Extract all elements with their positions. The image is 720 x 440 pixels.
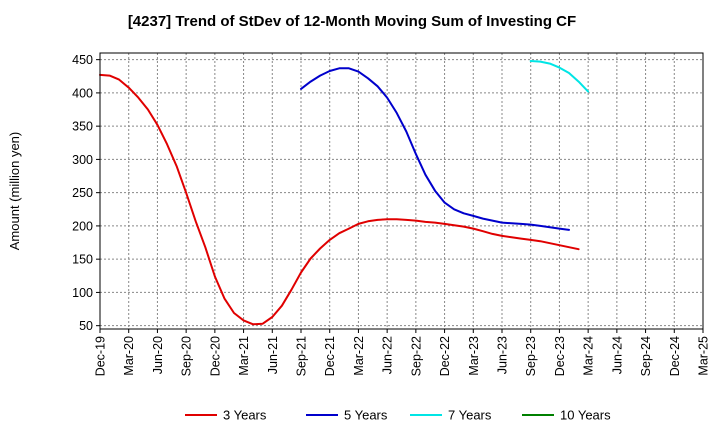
x-tick-label: Dec-23 <box>553 336 567 376</box>
x-tick-label: Jun-24 <box>610 336 624 374</box>
x-tick-label: Sep-20 <box>180 336 194 376</box>
x-tick-label: Jun-23 <box>496 336 510 374</box>
y-tick-label: 300 <box>72 153 93 167</box>
x-tick-label: Mar-22 <box>352 336 366 376</box>
x-tick-label: Dec-22 <box>438 336 452 376</box>
x-tick-label: Mar-24 <box>582 336 596 376</box>
x-tick-label: Dec-21 <box>323 336 337 376</box>
x-tick-label: Dec-20 <box>208 336 222 376</box>
x-tick-label: Sep-23 <box>524 336 538 376</box>
x-tick-label: Sep-22 <box>409 336 423 376</box>
series-line-7-years <box>529 60 590 93</box>
x-tick-label: Mar-21 <box>237 336 251 376</box>
series-line-5-years <box>300 67 570 231</box>
x-tick-label: Sep-21 <box>295 336 309 376</box>
x-tick-label: Jun-20 <box>151 336 165 374</box>
chart-title: [4237] Trend of StDev of 12-Month Moving… <box>128 13 576 30</box>
plot-frame <box>99 52 704 330</box>
y-tick-label: 200 <box>72 219 93 233</box>
y-tick-label: 50 <box>79 319 93 333</box>
y-tick-label: 100 <box>72 286 93 300</box>
y-axis-label: Amount (million yen) <box>7 132 22 251</box>
x-tick-label: Jun-22 <box>381 336 395 374</box>
legend-label-10-years: 10 Years <box>560 408 611 423</box>
legend-label-7-years: 7 Years <box>448 408 492 423</box>
y-tick-label: 400 <box>72 86 93 100</box>
plot-lines <box>99 60 590 326</box>
legend: 3 Years 5 Years 7 Years 10 Years <box>185 408 611 423</box>
series-line-3-years <box>99 73 580 326</box>
y-tick-label: 250 <box>72 186 93 200</box>
legend-label-3-years: 3 Years <box>223 408 267 423</box>
y-tick-label: 450 <box>72 53 93 67</box>
y-tick-label: 150 <box>72 253 93 267</box>
x-tick-label: Jun-21 <box>266 336 280 374</box>
x-tick-label: Dec-24 <box>668 336 682 376</box>
x-axis-ticks: Dec-19 Mar-20 Jun-20 Sep-20 Dec-20 Mar-21 Jun-… <box>94 329 711 376</box>
y-axis-ticks: 50 100 150 200 250 300 350 400 450 <box>72 53 100 333</box>
x-tick-label: Sep-24 <box>639 336 653 376</box>
legend-label-5-years: 5 Years <box>344 408 388 423</box>
grid <box>100 53 703 329</box>
x-tick-label: Mar-23 <box>467 336 481 376</box>
y-tick-label: 350 <box>72 120 93 134</box>
x-tick-label: Mar-20 <box>122 336 136 376</box>
x-tick-label: Dec-19 <box>94 336 108 376</box>
x-tick-label: Mar-25 <box>697 336 711 376</box>
